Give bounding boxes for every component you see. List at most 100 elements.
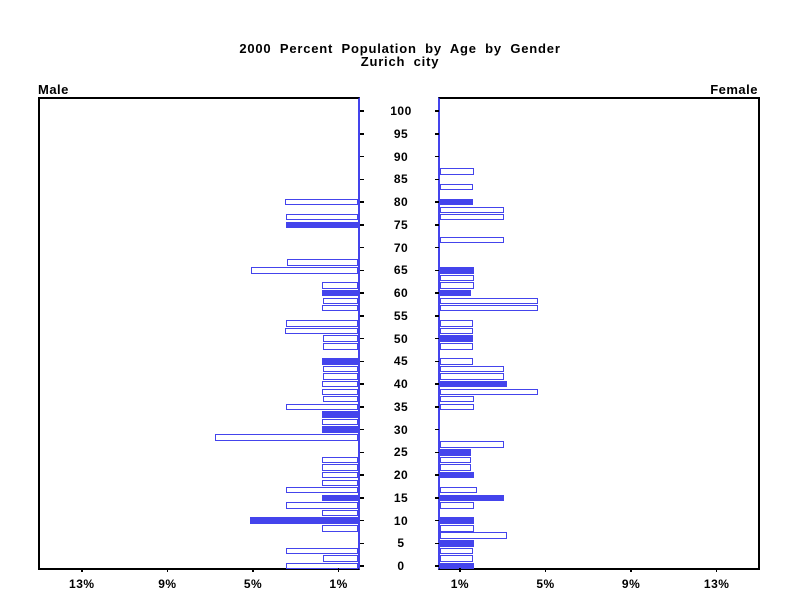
age-axis-tick bbox=[434, 269, 439, 271]
age-axis-tick bbox=[360, 360, 364, 362]
age-axis-tick bbox=[434, 110, 439, 112]
chart-subtitle: Zurich city bbox=[360, 54, 440, 69]
age-axis-label-40: 40 bbox=[393, 377, 409, 391]
age-axis-label-95: 95 bbox=[393, 126, 409, 141]
pyramid-bar-male-age-11.7 bbox=[322, 509, 358, 517]
pyramid-bar-female-age-43.3 bbox=[440, 365, 505, 373]
pyramid-bar-male-age-45 bbox=[322, 358, 358, 365]
pyramid-bar-female-age-23.3 bbox=[440, 456, 472, 464]
pyramid-bar-male-age-66.7 bbox=[287, 259, 358, 266]
age-axis-label-55: 55 bbox=[393, 308, 409, 323]
pyramid-bar-female-age-16.7 bbox=[440, 486, 477, 494]
age-axis-tick bbox=[434, 337, 439, 340]
age-axis-label-35: 35 bbox=[393, 399, 409, 414]
pyramid-bar-male-age-35 bbox=[286, 403, 358, 411]
pyramid-bar-male-age-30 bbox=[322, 426, 358, 433]
age-axis-tick bbox=[360, 246, 364, 249]
pyramid-bar-male-age-33.3 bbox=[322, 411, 358, 418]
pyramid-bar-female-age-78.3 bbox=[440, 206, 505, 214]
pyramid-bar-female-age-41.7 bbox=[440, 373, 505, 380]
age-axis-tick bbox=[360, 337, 364, 340]
percent-axis-tick bbox=[252, 568, 254, 572]
pyramid-bar-male-age-58.3 bbox=[323, 297, 358, 305]
pyramid-bar-male-age-3.3 bbox=[286, 547, 358, 555]
pyramid-bar-male-age-10 bbox=[249, 517, 358, 524]
pyramid-bar-female-age-50 bbox=[440, 335, 473, 342]
age-axis-tick bbox=[360, 428, 364, 431]
pyramid-bar-female-age-80 bbox=[440, 198, 473, 206]
pyramid-bar-female-age-63.3 bbox=[440, 274, 474, 282]
age-axis-tick bbox=[434, 519, 439, 522]
age-axis-tick bbox=[434, 292, 439, 294]
pyramid-bar-female-age-65 bbox=[440, 267, 474, 274]
age-axis-label-100: 100 bbox=[390, 104, 412, 118]
male-panel-label: Male bbox=[38, 82, 69, 97]
age-axis-tick bbox=[434, 360, 439, 362]
male-panel bbox=[38, 97, 360, 570]
pyramid-bar-male-age-60 bbox=[322, 289, 358, 297]
age-axis-tick bbox=[434, 133, 439, 135]
pyramid-bar-female-age-45 bbox=[440, 358, 473, 365]
pyramid-bar-female-age-71.7 bbox=[440, 236, 505, 244]
age-axis-tick bbox=[360, 292, 364, 294]
age-axis-tick bbox=[360, 497, 364, 499]
pyramid-bar-male-age-48.3 bbox=[323, 343, 358, 350]
pyramid-bar-female-age-48.3 bbox=[440, 343, 473, 350]
pyramid-bar-male-age-40 bbox=[322, 380, 358, 388]
percent-axis-label-female-5: 5% bbox=[536, 577, 555, 591]
pyramid-bar-male-age-41.7 bbox=[323, 373, 358, 380]
pyramid-bar-female-age-0 bbox=[440, 562, 474, 570]
pyramid-bar-female-age-36.7 bbox=[440, 395, 474, 403]
pyramid-bar-male-age-61.7 bbox=[321, 282, 358, 289]
pyramid-bar-female-age-76.7 bbox=[440, 213, 505, 221]
age-axis-label-60: 60 bbox=[393, 286, 409, 300]
age-axis-tick bbox=[360, 542, 364, 544]
chart-title: 2000 Percent Population by Age by Gender bbox=[239, 41, 561, 56]
pyramid-bar-female-age-83.3 bbox=[440, 183, 473, 191]
age-axis-label-25: 25 bbox=[393, 445, 409, 460]
age-axis-label-10: 10 bbox=[393, 513, 409, 528]
pyramid-bar-female-age-21.7 bbox=[440, 464, 472, 471]
female-panel-label: Female bbox=[710, 82, 758, 97]
age-axis-tick bbox=[360, 178, 364, 180]
percent-axis-label-female-1: 1% bbox=[450, 577, 470, 591]
age-axis-label-5: 5 bbox=[397, 536, 405, 551]
percent-axis-tick bbox=[459, 568, 461, 572]
pyramid-bar-female-age-13.3 bbox=[440, 502, 475, 509]
age-axis-label-80: 80 bbox=[393, 195, 409, 209]
pyramid-bar-female-age-20 bbox=[440, 471, 474, 479]
pyramid-bar-male-age-16.7 bbox=[286, 486, 358, 494]
age-axis-label-65: 65 bbox=[393, 263, 409, 278]
age-axis-tick bbox=[360, 201, 364, 203]
percent-axis-tick bbox=[715, 568, 718, 572]
pyramid-bar-male-age-38.3 bbox=[322, 388, 358, 396]
age-axis-label-15: 15 bbox=[393, 490, 409, 505]
age-axis-label-30: 30 bbox=[393, 422, 409, 437]
pyramid-bar-male-age-80 bbox=[285, 198, 358, 206]
age-axis-tick bbox=[434, 246, 439, 249]
percent-axis-label-male-9: 9% bbox=[158, 577, 177, 591]
pyramid-bar-male-age-53.3 bbox=[286, 320, 358, 327]
pyramid-bar-male-age-13.3 bbox=[286, 502, 358, 509]
pyramid-bar-female-age-35 bbox=[440, 403, 474, 411]
age-axis-tick bbox=[360, 155, 364, 158]
age-axis-tick bbox=[434, 155, 439, 158]
pyramid-bar-male-age-20 bbox=[322, 471, 358, 479]
pyramid-bar-female-age-3.3 bbox=[440, 547, 473, 555]
age-axis-tick bbox=[360, 133, 364, 135]
percent-axis-label-male-5: 5% bbox=[243, 577, 263, 591]
age-axis-tick bbox=[434, 428, 439, 431]
pyramid-bar-male-age-15 bbox=[322, 494, 358, 502]
pyramid-bar-male-age-76.7 bbox=[286, 213, 358, 221]
age-axis-label-45: 45 bbox=[393, 354, 409, 369]
pyramid-bar-female-age-40 bbox=[440, 380, 507, 388]
age-axis-tick bbox=[360, 451, 364, 453]
age-axis-tick bbox=[360, 519, 364, 522]
age-axis-tick bbox=[360, 315, 364, 317]
age-axis-tick bbox=[360, 406, 364, 408]
age-axis-label-50: 50 bbox=[393, 331, 409, 346]
age-axis-tick bbox=[434, 497, 439, 499]
percent-axis-label-male-13: 13% bbox=[69, 577, 95, 591]
female-panel bbox=[438, 97, 760, 570]
pyramid-bar-male-age-65 bbox=[251, 267, 358, 274]
